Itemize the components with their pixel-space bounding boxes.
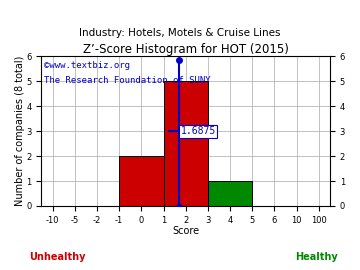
Y-axis label: Number of companies (8 total): Number of companies (8 total) bbox=[15, 56, 25, 206]
Text: Unhealthy: Unhealthy bbox=[30, 252, 86, 262]
Text: ©www.textbiz.org: ©www.textbiz.org bbox=[44, 61, 130, 70]
Bar bbox=[208, 181, 252, 206]
Bar bbox=[163, 81, 208, 206]
Text: The Research Foundation of SUNY: The Research Foundation of SUNY bbox=[44, 76, 211, 85]
Bar bbox=[119, 156, 163, 206]
X-axis label: Score: Score bbox=[172, 226, 199, 236]
Text: 1.6875: 1.6875 bbox=[180, 126, 216, 136]
Text: Industry: Hotels, Motels & Cruise Lines: Industry: Hotels, Motels & Cruise Lines bbox=[79, 28, 281, 38]
Text: Healthy: Healthy bbox=[296, 252, 338, 262]
Title: Z’-Score Histogram for HOT (2015): Z’-Score Histogram for HOT (2015) bbox=[83, 43, 289, 56]
